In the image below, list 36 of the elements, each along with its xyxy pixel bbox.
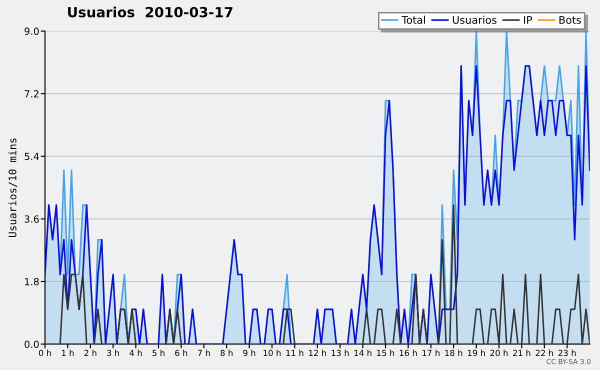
y-tick-label: 0.0	[24, 340, 39, 348]
x-tick-label: 18 h	[445, 350, 462, 356]
x-tick-label: 16 h	[400, 350, 417, 356]
legend-label: Usuarios	[452, 16, 496, 24]
y-axis-title: Usuarios/10 mins	[8, 138, 18, 238]
x-tick-label: 10 h	[264, 350, 281, 356]
x-tick-label: 6 h	[175, 350, 188, 356]
x-tick-label: 15 h	[377, 350, 394, 356]
y-tick-label: 3.6	[24, 215, 39, 223]
x-tick-label: 8 h	[220, 350, 233, 356]
x-tick-label: 23 h	[558, 350, 576, 356]
y-tick-label: 5.4	[24, 152, 39, 160]
x-tick-label: 19 h	[468, 350, 485, 356]
chart-title: Usuarios 2010-03-17	[68, 6, 232, 18]
y-tick-label: 7.2	[24, 90, 38, 98]
x-tick-label: 11 h	[286, 350, 304, 356]
y-tick-label: 9.0	[24, 28, 39, 35]
x-tick-label: 1 h	[62, 350, 74, 356]
x-tick-label: 4 h	[130, 350, 142, 356]
x-tick-label: 17 h	[422, 350, 440, 356]
x-tick-label: 2 h	[84, 350, 96, 356]
x-tick-label: 3 h	[107, 350, 120, 356]
legend-label: IP	[524, 16, 532, 24]
legend-label: Bots	[559, 16, 581, 24]
x-tick-label: 0 h	[38, 350, 51, 356]
y-tick-label: 1.8	[25, 278, 39, 286]
x-tick-label: 21 h	[513, 350, 530, 356]
x-tick-label: 14 h	[354, 350, 372, 356]
x-tick-label: 12 h	[309, 350, 326, 356]
x-tick-label: 20 h	[490, 350, 508, 356]
x-tick-label: 22 h	[536, 350, 553, 356]
legend-label: Total	[402, 16, 425, 24]
x-tick-label: 7 h	[198, 350, 210, 356]
x-tick-label: 13 h	[332, 350, 349, 356]
x-tick-label: 5 h	[152, 350, 164, 356]
x-tick-label: 9 h	[243, 350, 256, 356]
